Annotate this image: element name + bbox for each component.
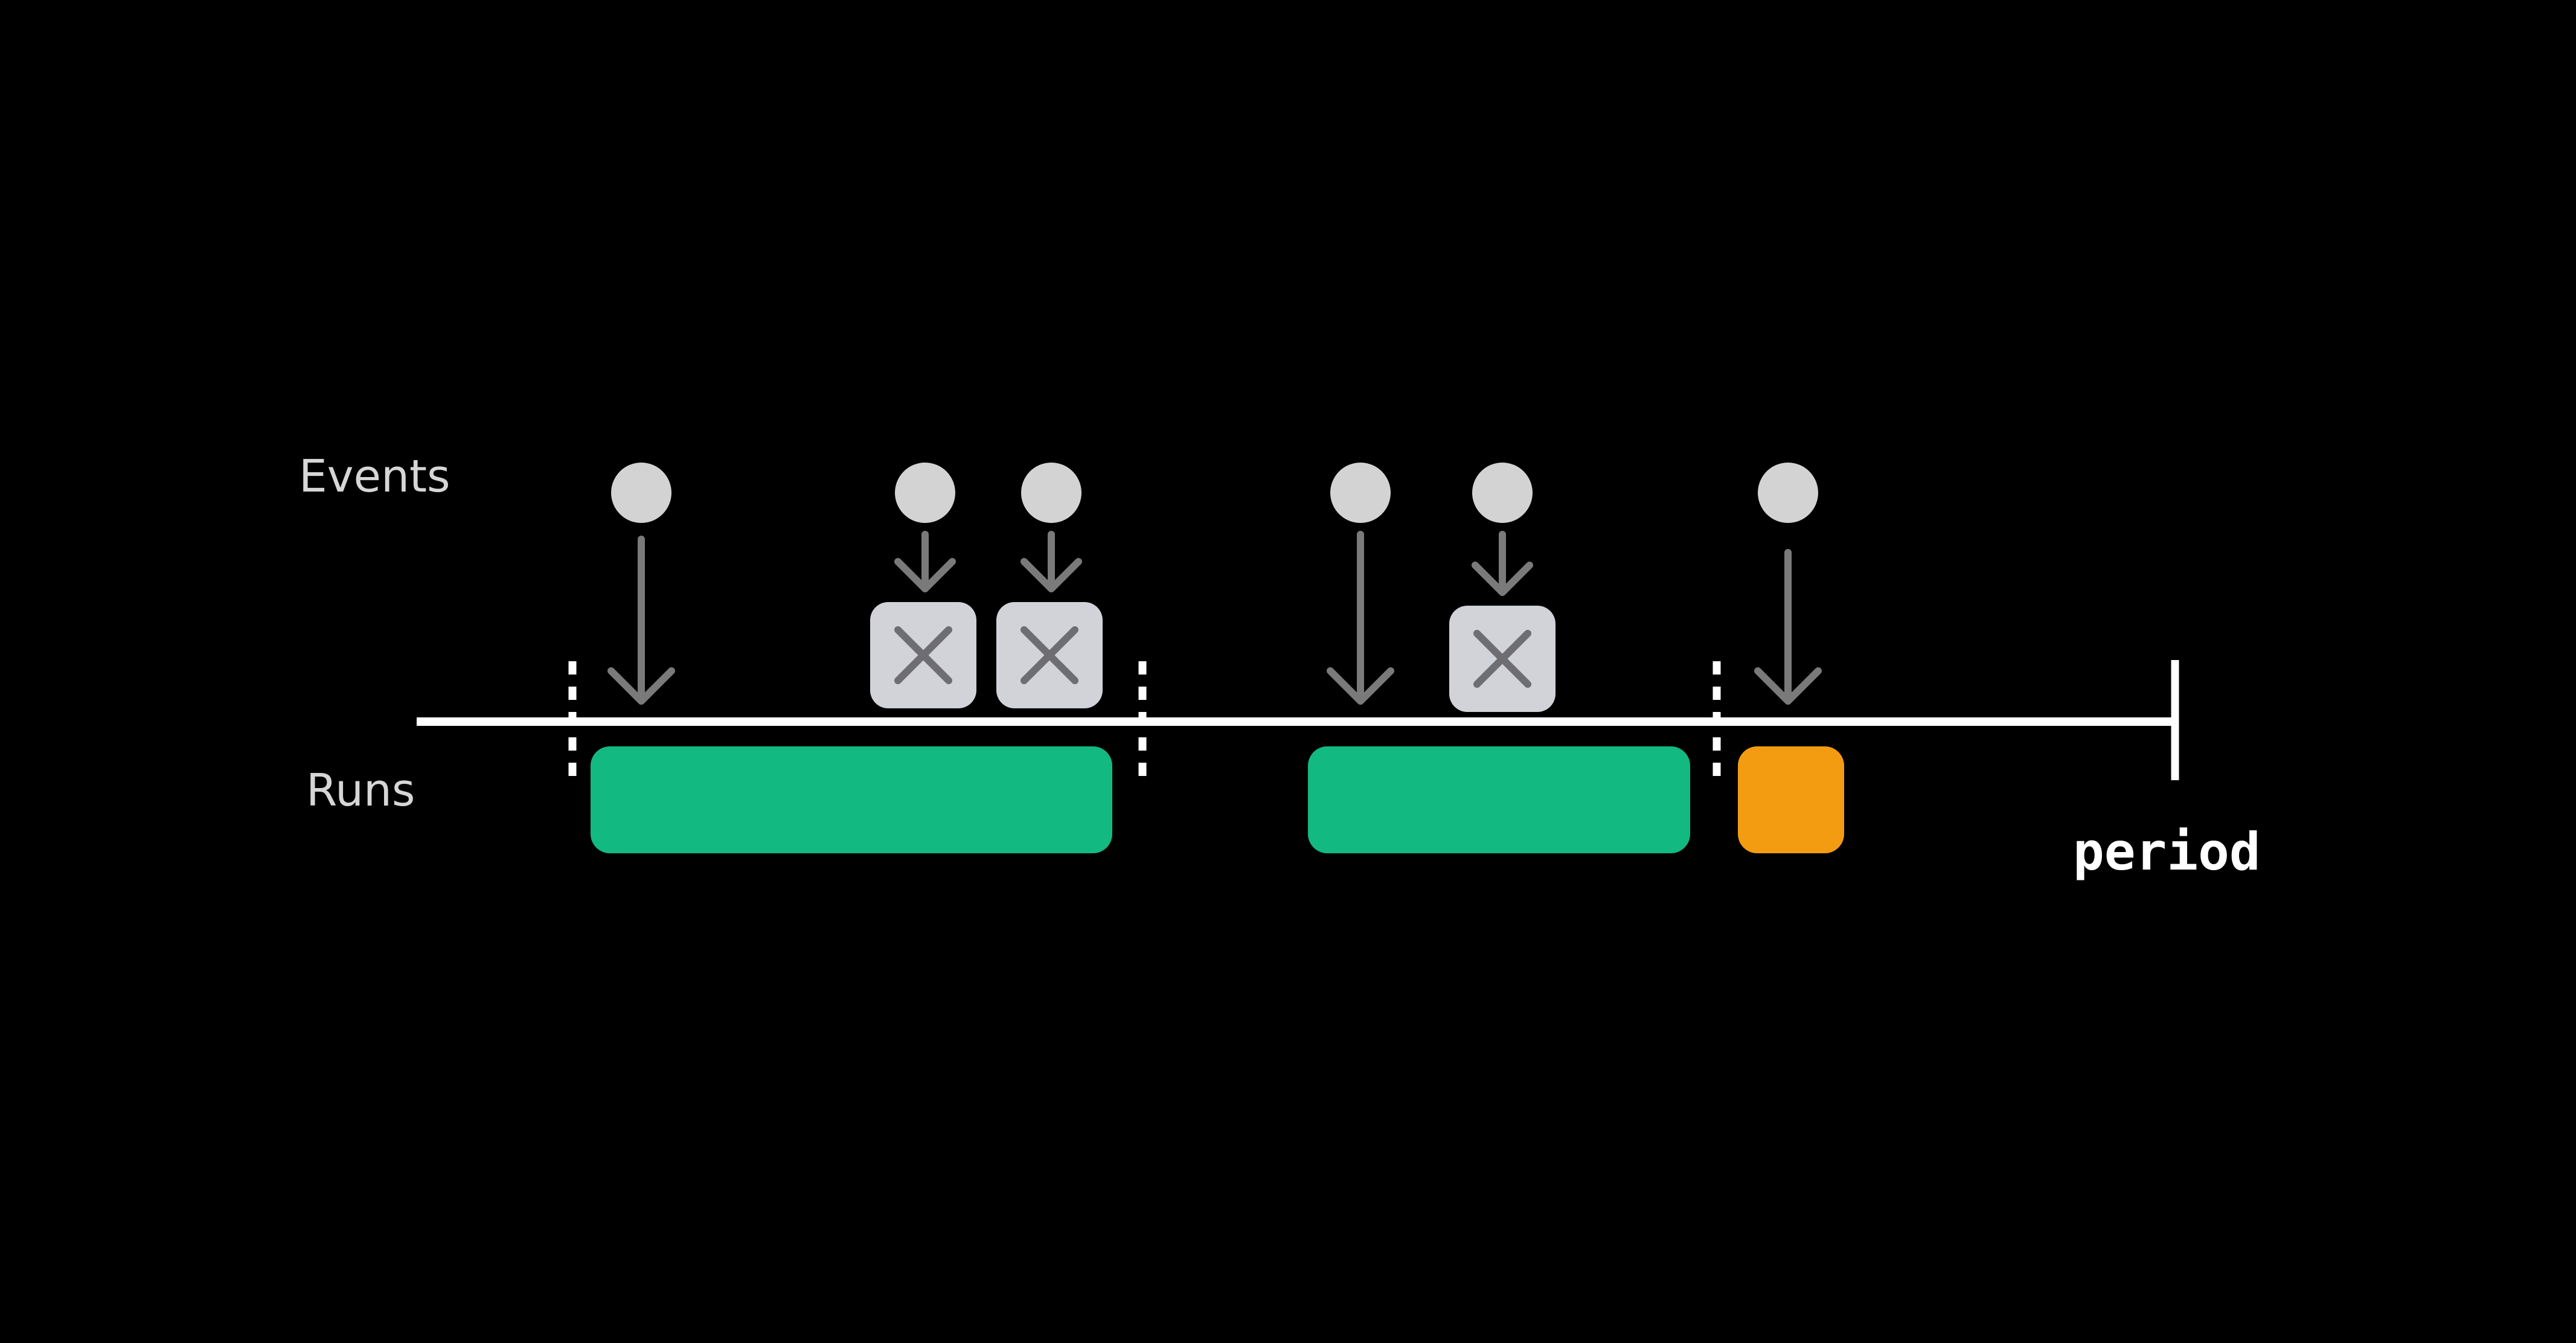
close-icon xyxy=(1473,630,1531,688)
run-2-bar xyxy=(1308,746,1690,853)
close-icon xyxy=(1020,626,1078,684)
runs-row-label: Runs xyxy=(306,764,415,816)
event-6 xyxy=(1754,463,1822,705)
event-dot xyxy=(1330,463,1391,523)
run-3-bar xyxy=(1738,746,1844,853)
event-1 xyxy=(607,463,675,705)
event-dot xyxy=(895,463,955,523)
close-icon xyxy=(894,626,952,684)
down-arrow-icon xyxy=(1020,558,1082,592)
events-row-label: Events xyxy=(299,450,450,502)
down-arrow-icon xyxy=(1754,667,1822,705)
down-arrow-icon xyxy=(1472,562,1533,596)
down-arrow-icon xyxy=(1327,667,1394,705)
event-dot xyxy=(1021,463,1081,523)
event-5 xyxy=(1449,463,1556,712)
event-dot xyxy=(1472,463,1533,523)
run-1-bar xyxy=(591,746,1112,853)
event-4 xyxy=(1327,463,1394,705)
period-label: period xyxy=(2073,822,2261,882)
event-3 xyxy=(996,463,1103,708)
event-dot xyxy=(1758,463,1818,523)
down-arrow-icon xyxy=(894,558,956,592)
event-2 xyxy=(870,463,976,708)
down-arrow-icon xyxy=(607,667,675,705)
event-dot xyxy=(611,463,671,523)
